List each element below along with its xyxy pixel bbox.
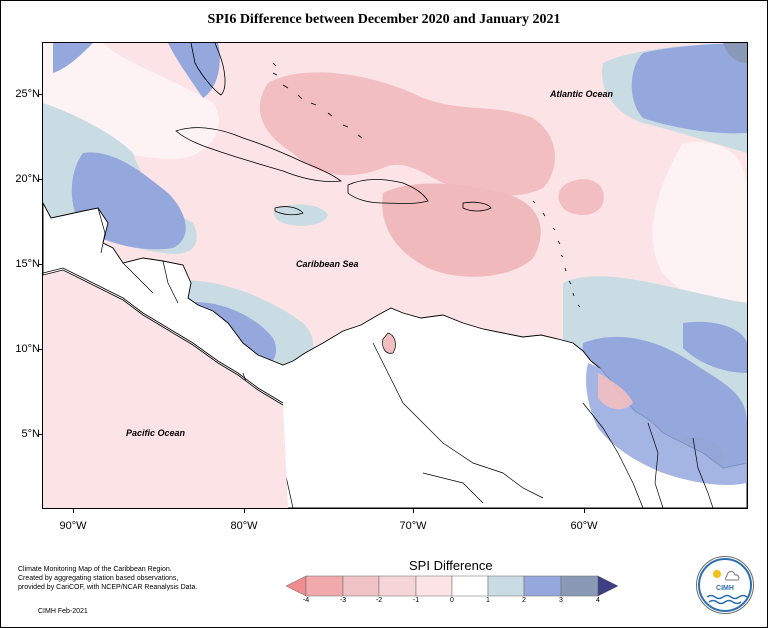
wave-icon	[708, 599, 742, 605]
pacific-ocean-fill	[43, 270, 288, 508]
border-venezuela-brazil	[422, 472, 484, 504]
lon-tick	[413, 508, 414, 513]
legend-arrow-left	[286, 575, 307, 597]
coast-puerto-rico	[462, 201, 492, 212]
wet-zone-ne-dark	[723, 43, 747, 63]
wet-zone-gulf-corner	[53, 43, 93, 73]
wet-zone-atlantic	[631, 43, 747, 134]
border-colombia-venezuela	[372, 342, 544, 499]
legend-tick-label: 1	[486, 597, 490, 604]
lon-label-70w: 70°W	[399, 520, 427, 532]
info-line-3: provided by CariCOF, with NCEP/NCAR Rean…	[18, 584, 198, 591]
logo-text: CIMH	[716, 585, 734, 592]
wet-zone-florida	[168, 43, 220, 98]
map-canvas	[43, 43, 747, 508]
legend-swatch	[378, 575, 417, 597]
dry-zone-caribbean	[382, 183, 541, 277]
label-atlantic-ocean: Atlantic Ocean	[550, 89, 614, 99]
coast-pacific-line	[43, 269, 284, 406]
lat-tick	[38, 179, 42, 180]
neutral-zone-atlantic	[652, 142, 747, 307]
legend-tick-label: -4	[302, 597, 310, 604]
border-venezuela-guyana	[582, 402, 644, 508]
legend-swatch	[451, 575, 489, 597]
cimh-logo: CIMH	[696, 556, 754, 614]
lat-label-15n: 15°N	[15, 258, 40, 270]
legend-tick-label: 2	[522, 597, 526, 604]
lat-tick	[38, 94, 42, 95]
dry-zone-east	[558, 179, 604, 215]
label-caribbean-sea: Caribbean Sea	[296, 259, 359, 269]
lat-label-25n: 25°N	[15, 88, 40, 100]
lat-label-5n: 5°N	[21, 428, 40, 440]
coast-pacific	[43, 267, 284, 404]
lat-tick	[38, 434, 42, 435]
coast-bahamas	[272, 62, 363, 139]
coast-hispaniola	[347, 179, 429, 204]
wet-zone-atlantic-south	[683, 321, 747, 373]
lon-tick	[73, 508, 74, 513]
lat-tick	[38, 349, 42, 350]
legend-tick-label: 0	[450, 597, 454, 604]
spi-difference-map	[42, 42, 748, 509]
lon-label-80w: 80°W	[230, 520, 258, 532]
info-line-1: Climate Monitoring Map of the Caribbean …	[18, 566, 172, 573]
legend-swatch	[487, 575, 525, 597]
map-description: Climate Monitoring Map of the Caribbean …	[18, 565, 218, 592]
lon-label-60w: 60°W	[570, 520, 598, 532]
legend-title: SPI Difference	[409, 558, 493, 573]
border-central-america	[97, 207, 179, 304]
coast-jamaica	[274, 206, 304, 216]
legend-tick-label: -3	[339, 597, 347, 604]
cimh-logo-graphic: CIMH	[698, 558, 752, 612]
legend-swatch	[523, 575, 562, 597]
lon-tick	[244, 508, 245, 513]
lake-maracaibo	[382, 332, 396, 354]
legend-tick-label: -2	[375, 597, 383, 604]
legend-tick-label: -1	[412, 597, 420, 604]
cloud-icon	[725, 571, 740, 581]
coast-florida	[190, 43, 226, 96]
legend-swatch	[560, 575, 599, 597]
credit-text: CIMH Feb-2021	[38, 608, 88, 615]
border-guyana-suriname	[647, 422, 664, 508]
sun-icon	[713, 570, 721, 578]
legend-swatch	[415, 575, 453, 597]
wet-zone-jamaica	[273, 204, 328, 226]
info-line-2: Created by aggregating station based obs…	[18, 575, 179, 582]
wave-icon	[706, 594, 748, 600]
legend-arrow-right	[597, 575, 618, 597]
dry-zone-bahamas	[259, 72, 555, 196]
land-dry-orinoco	[598, 373, 633, 410]
label-pacific-ocean: Pacific Ocean	[126, 428, 186, 438]
lon-tick	[584, 508, 585, 513]
coast-cuba	[175, 127, 343, 182]
coast-lesser-antilles	[532, 200, 581, 308]
lat-label-10n: 10°N	[15, 343, 40, 355]
legend-colorbar	[286, 575, 618, 597]
lat-label-20n: 20°N	[15, 173, 40, 185]
lon-label-90w: 90°W	[59, 520, 87, 532]
map-title: SPI6 Difference between December 2020 an…	[207, 12, 561, 27]
legend-swatch	[305, 575, 344, 597]
legend-tick-label: 4	[596, 597, 600, 604]
lat-tick	[38, 264, 42, 265]
legend-tick-label: 3	[559, 597, 563, 604]
legend-swatch	[342, 575, 380, 597]
border-suriname-guiana	[692, 437, 714, 508]
